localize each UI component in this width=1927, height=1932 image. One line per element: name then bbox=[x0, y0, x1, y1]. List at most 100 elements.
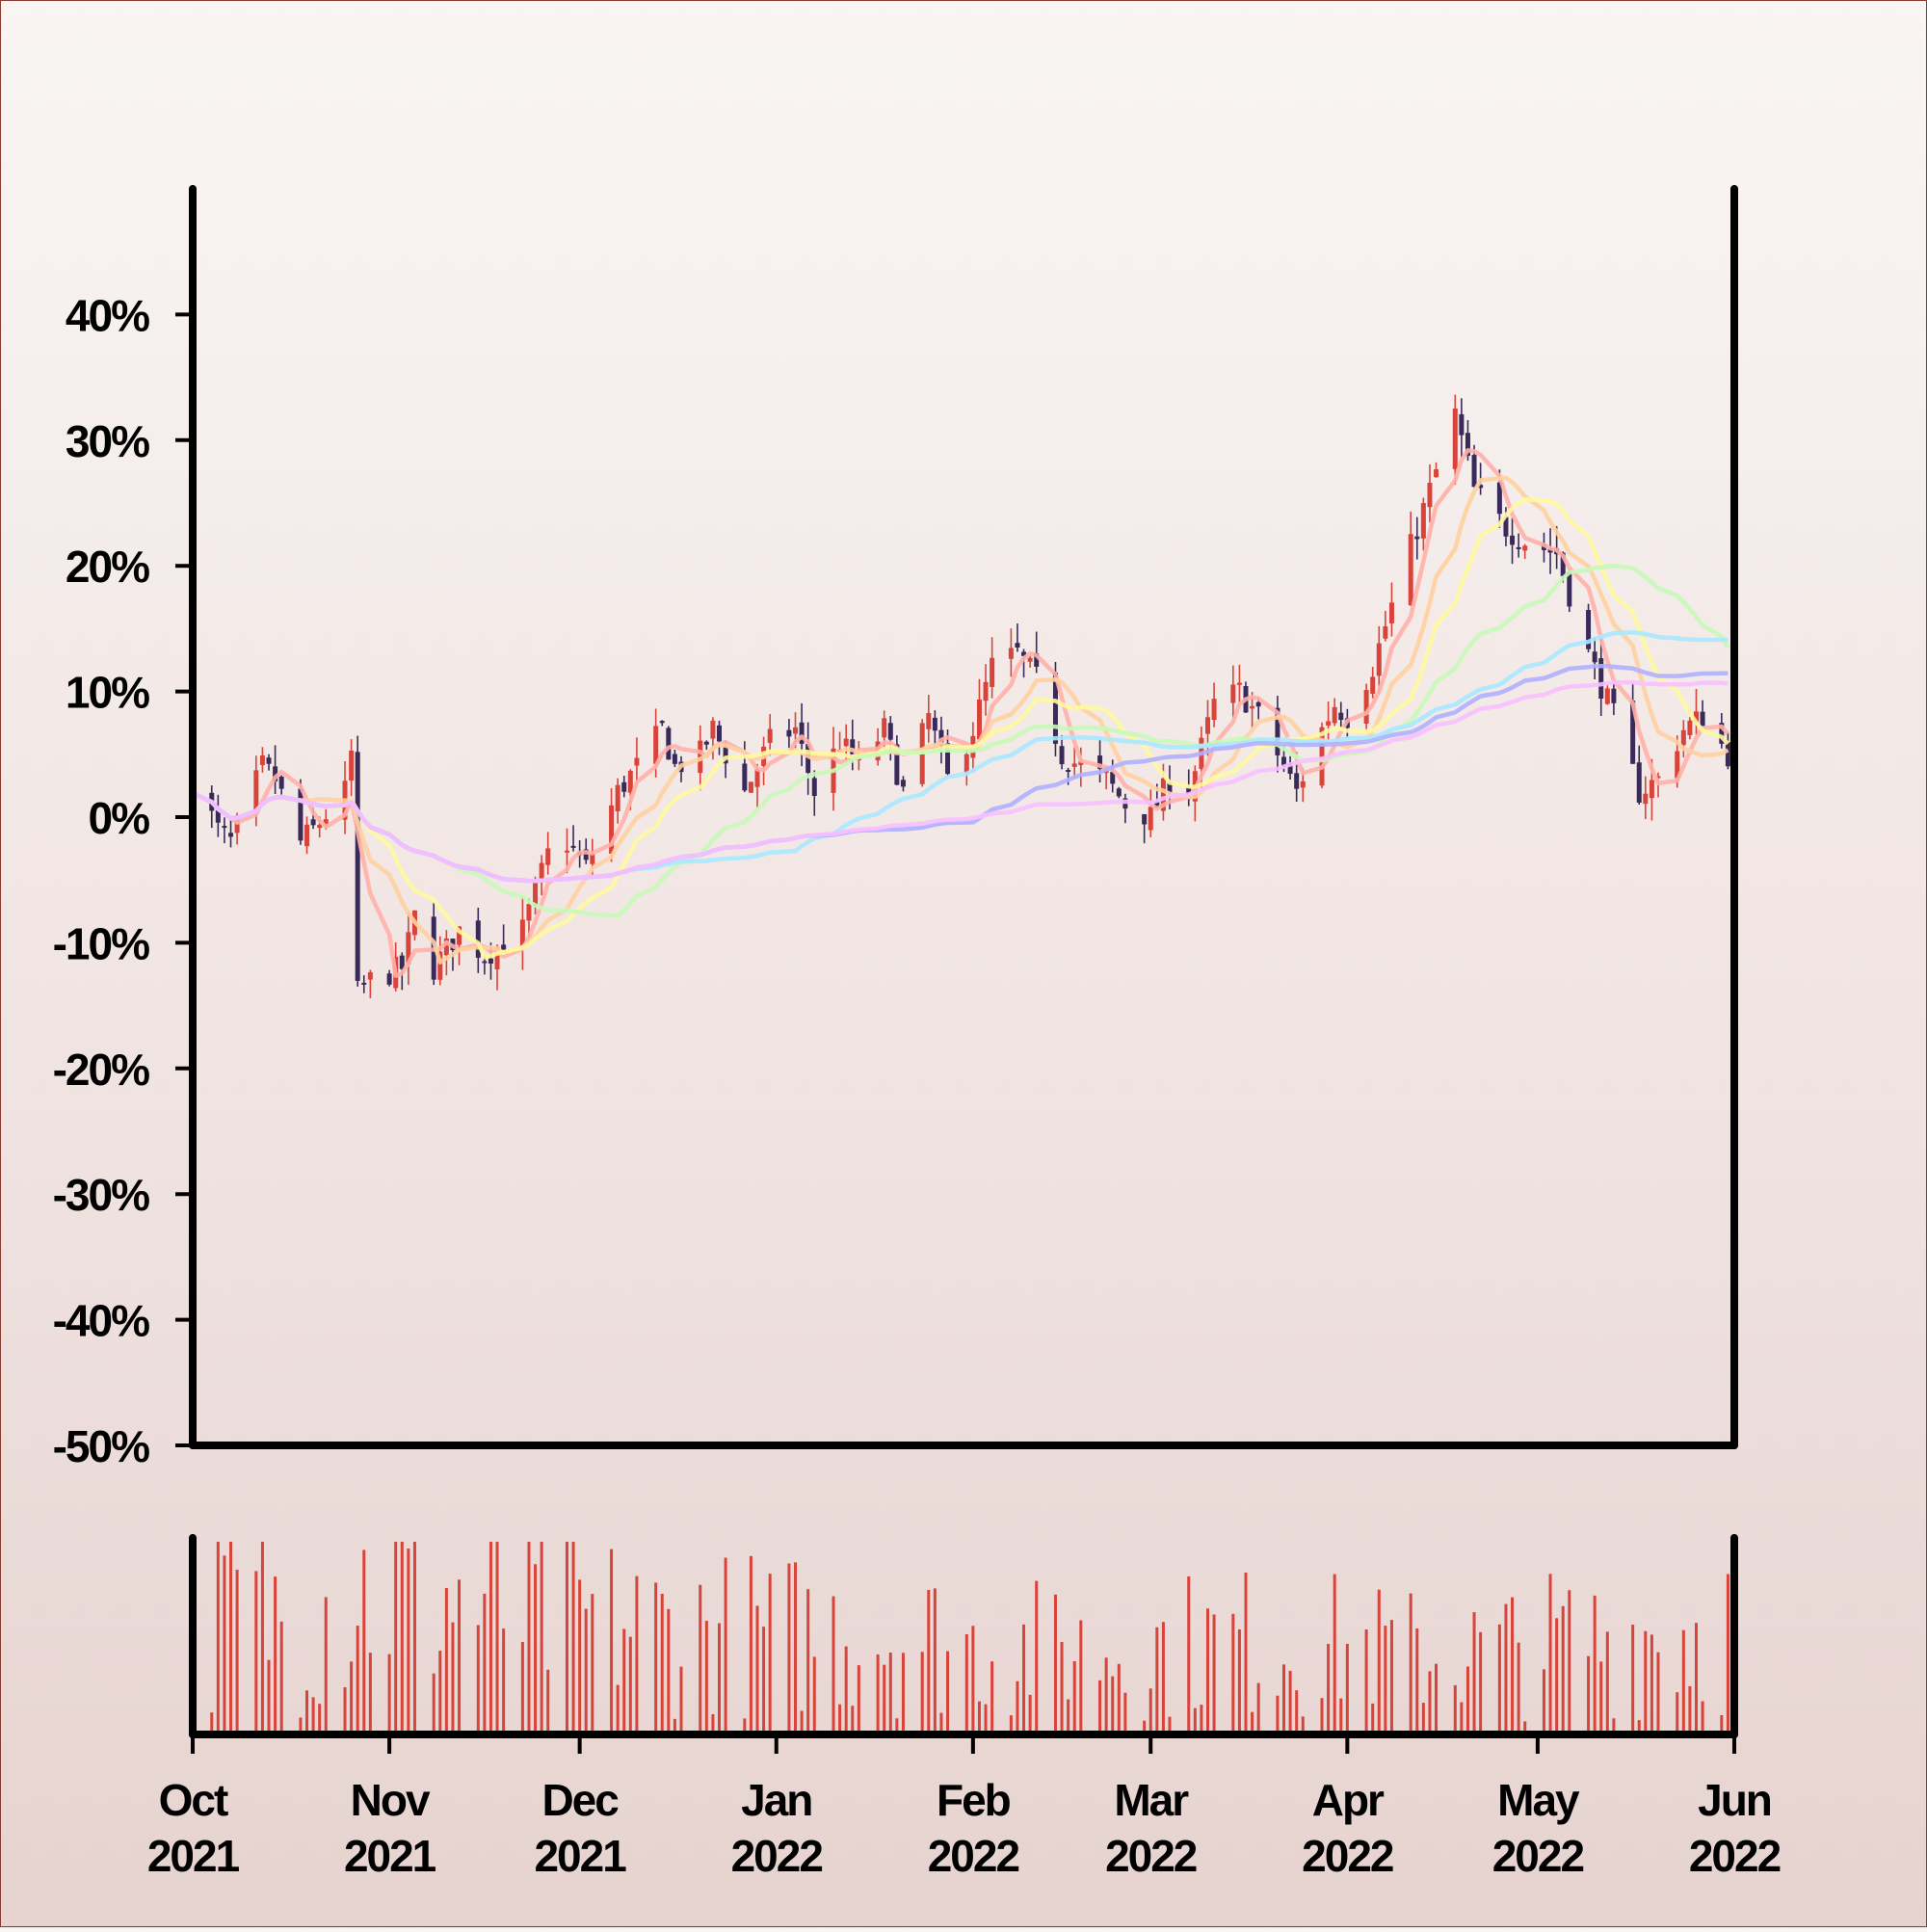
volume-bar bbox=[229, 1542, 233, 1731]
candle-body bbox=[570, 845, 576, 848]
candle-body bbox=[1598, 658, 1604, 700]
candle-body bbox=[1420, 503, 1426, 539]
candle-body bbox=[475, 920, 481, 958]
volume-bar bbox=[1161, 1622, 1165, 1731]
candle-body bbox=[494, 946, 500, 970]
x-tick-label-month: Mar bbox=[1114, 1775, 1189, 1825]
candle-body bbox=[1363, 690, 1369, 724]
volume-bar bbox=[755, 1605, 759, 1731]
volume-bar bbox=[432, 1673, 436, 1731]
volume-bar bbox=[876, 1654, 880, 1731]
volume-bar bbox=[660, 1593, 664, 1731]
volume-bar bbox=[1389, 1620, 1393, 1731]
volume-bar bbox=[812, 1656, 816, 1731]
volume-bar bbox=[964, 1633, 968, 1731]
volume-bar bbox=[1644, 1630, 1648, 1731]
volume-bar bbox=[1555, 1618, 1559, 1731]
candle-body bbox=[1478, 485, 1484, 489]
candle-body bbox=[609, 805, 615, 854]
volume-bar bbox=[1022, 1624, 1026, 1731]
volume-bar bbox=[1453, 1684, 1457, 1731]
volume-bar bbox=[1320, 1698, 1324, 1731]
candle-body bbox=[367, 972, 373, 980]
candle-body bbox=[627, 770, 633, 793]
volume-bar bbox=[1339, 1698, 1343, 1731]
volume-bar bbox=[1117, 1663, 1121, 1731]
volume-bar bbox=[1079, 1620, 1083, 1731]
candle-body bbox=[1021, 651, 1027, 656]
volume-bar bbox=[1276, 1695, 1280, 1731]
volume-bar bbox=[1587, 1655, 1591, 1731]
candle-body bbox=[1370, 676, 1376, 694]
volume-bar bbox=[920, 1652, 924, 1731]
volume-bar bbox=[1497, 1624, 1501, 1731]
volume-bar bbox=[1479, 1631, 1483, 1731]
candle-body bbox=[1503, 516, 1509, 537]
volume-bar bbox=[318, 1704, 322, 1731]
candle-body bbox=[355, 752, 360, 981]
candle-body bbox=[310, 819, 316, 826]
volume-bar bbox=[939, 1712, 943, 1731]
volume-bar bbox=[1650, 1634, 1653, 1731]
volume-bar bbox=[444, 1587, 448, 1731]
candle-body bbox=[488, 958, 493, 964]
candle-body bbox=[926, 713, 932, 729]
x-tick-label-year: 2021 bbox=[344, 1831, 436, 1881]
volume-bar bbox=[654, 1582, 658, 1731]
candle-body bbox=[1414, 536, 1420, 540]
volume-bar bbox=[502, 1628, 506, 1731]
y-tick-label: 10% bbox=[66, 668, 149, 718]
volume-bar bbox=[622, 1628, 626, 1731]
volume-bar bbox=[1193, 1707, 1197, 1731]
volume-bar bbox=[1371, 1703, 1375, 1731]
volume-bar bbox=[1143, 1720, 1147, 1731]
candle-body bbox=[742, 763, 748, 791]
volume-bar bbox=[762, 1627, 766, 1731]
candle-body bbox=[1326, 721, 1332, 726]
volume-bar bbox=[299, 1717, 303, 1731]
candle-body bbox=[539, 862, 544, 882]
moving-average-line bbox=[192, 475, 1729, 965]
candle-body bbox=[1700, 711, 1705, 728]
volume-bar bbox=[267, 1659, 271, 1731]
volume-bar bbox=[1345, 1643, 1349, 1731]
candle-body bbox=[748, 781, 753, 793]
candle-body bbox=[304, 824, 310, 847]
x-tick-label-year: 2022 bbox=[928, 1831, 1019, 1881]
volume-bar bbox=[977, 1701, 981, 1731]
volume-bar bbox=[235, 1570, 239, 1731]
candle-body bbox=[1250, 705, 1255, 709]
candle-body bbox=[767, 728, 773, 743]
x-tick-label-month: Jan bbox=[741, 1775, 811, 1825]
volume-bar bbox=[787, 1563, 791, 1731]
volume-bar bbox=[1231, 1613, 1235, 1731]
volume-bar bbox=[254, 1571, 258, 1731]
volume-bar bbox=[1593, 1595, 1597, 1731]
volume-bar bbox=[274, 1576, 277, 1731]
volume-bar bbox=[1072, 1660, 1076, 1731]
candle-body bbox=[811, 778, 817, 797]
volume-bar bbox=[1676, 1692, 1679, 1731]
volume-bar bbox=[1053, 1594, 1057, 1731]
volume-bar bbox=[1472, 1612, 1476, 1731]
volume-bar bbox=[1251, 1711, 1254, 1731]
volume-bar bbox=[1561, 1605, 1565, 1731]
candle-body bbox=[1230, 684, 1236, 703]
volume-bar bbox=[1009, 1715, 1013, 1731]
candle-body bbox=[215, 809, 221, 823]
volume-bar bbox=[724, 1557, 727, 1731]
moving-average-line bbox=[192, 679, 1729, 884]
x-tick-label-month: Jun bbox=[1698, 1775, 1771, 1825]
volume-bar bbox=[679, 1666, 683, 1731]
y-tick-label: -40% bbox=[53, 1296, 149, 1346]
volume-bar bbox=[591, 1594, 594, 1731]
volume-bar bbox=[1327, 1644, 1331, 1731]
candle-body bbox=[545, 848, 551, 865]
volume-bar bbox=[1148, 1688, 1152, 1731]
volume-bar bbox=[451, 1622, 455, 1731]
candle-body bbox=[1052, 673, 1058, 744]
volume-bar bbox=[1548, 1574, 1552, 1731]
candle-body bbox=[1643, 793, 1649, 805]
candle-body bbox=[621, 781, 627, 792]
volume-bar bbox=[458, 1579, 462, 1731]
